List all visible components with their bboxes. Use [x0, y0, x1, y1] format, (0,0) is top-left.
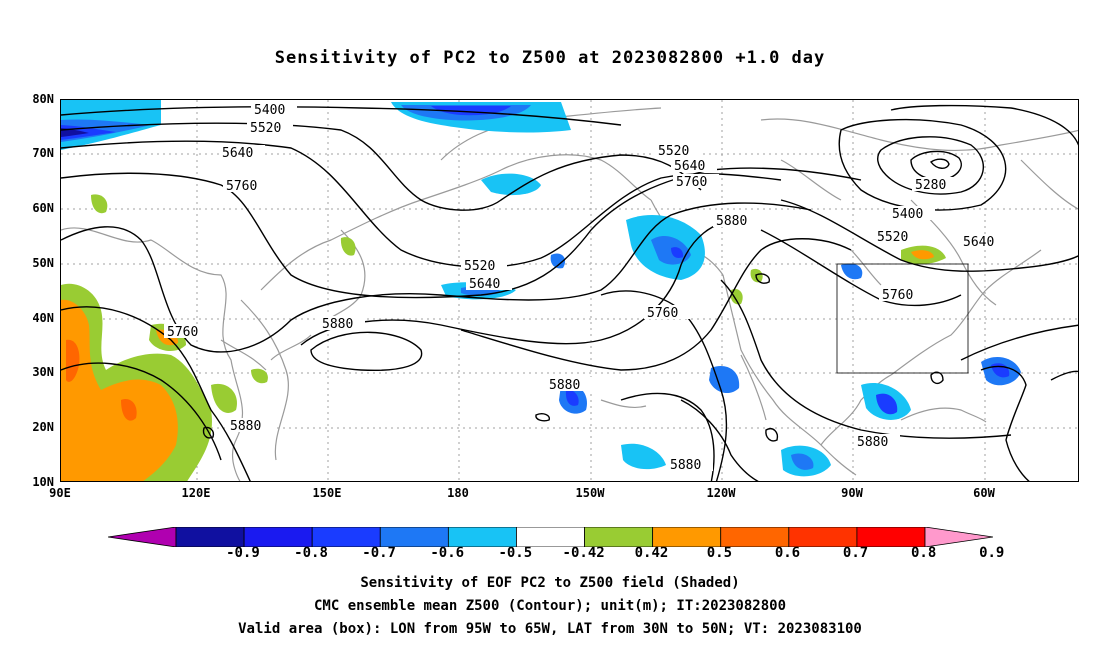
svg-text:5760: 5760: [676, 175, 707, 190]
contour-label-5520: 5520: [247, 120, 293, 136]
contour-label-5640: 5640: [466, 276, 512, 292]
colorbar-tick-label: -0.6: [430, 545, 465, 561]
colorbar-cell: [584, 527, 654, 547]
svg-text:5760: 5760: [167, 325, 198, 340]
colorbar-tick-label: 0.9: [979, 545, 1005, 561]
contour-label-5880: 5880: [319, 316, 365, 332]
colorbar-tick-label: 0.8: [911, 545, 937, 561]
svg-text:5880: 5880: [322, 317, 353, 332]
colorbar-tick-label: -0.42: [562, 545, 605, 561]
colorbar-cell: [243, 527, 313, 547]
contour-label-5640: 5640: [960, 234, 1006, 250]
svg-text:5520: 5520: [877, 230, 908, 245]
lon-label: 60W: [973, 486, 995, 500]
lat-label: 20N: [32, 420, 54, 434]
lon-label: 90E: [49, 486, 71, 500]
colorbar-cell: [379, 527, 449, 547]
valid-area-box: [836, 263, 969, 374]
lat-label: 40N: [32, 311, 54, 325]
contour-label-5880: 5880: [713, 213, 759, 229]
svg-text:5640: 5640: [674, 159, 705, 174]
contour-label-5760: 5760: [223, 178, 269, 194]
lon-label: 120W: [706, 486, 736, 500]
svg-text:5880: 5880: [230, 419, 261, 434]
colorbar-tick-label: 0.7: [842, 545, 869, 561]
colorbar: [108, 527, 993, 547]
contour-label-5640: 5640: [671, 158, 717, 174]
svg-text:5640: 5640: [222, 146, 253, 161]
colorbar-cell: [924, 527, 993, 547]
lon-label: 150E: [312, 486, 342, 500]
map-panel: 5400 5520 5640 5760 5520 5640: [60, 99, 1079, 482]
contour-label-5880: 5880: [667, 457, 713, 473]
colorbar-tick-label: -0.7: [362, 545, 396, 561]
contour-label-5640: 5640: [219, 145, 265, 161]
caption-line-3: Valid area (box): LON from 95W to 65W, L…: [238, 621, 862, 637]
colorbar-cell: [720, 527, 790, 547]
svg-text:5400: 5400: [254, 103, 285, 118]
colorbar-cell: [788, 527, 858, 547]
svg-text:5520: 5520: [250, 121, 281, 136]
colorbar-tick-label: 0.6: [774, 545, 801, 561]
lat-label: 50N: [32, 256, 54, 270]
lon-label: 90W: [841, 486, 863, 500]
caption-line-1: Sensitivity of EOF PC2 to Z500 field (Sh…: [360, 575, 740, 591]
colorbar-cell: [447, 527, 517, 547]
svg-text:5880: 5880: [670, 458, 701, 473]
contour-label-5760: 5760: [644, 305, 690, 321]
lat-label: 80N: [32, 92, 54, 106]
colorbar-tick-label: -0.9: [226, 545, 260, 561]
colorbar-cell: [311, 527, 381, 547]
lat-label: 60N: [32, 201, 54, 215]
z500-contours: [61, 104, 1078, 481]
svg-text:5640: 5640: [963, 235, 994, 250]
colorbar-tick-label: -0.8: [294, 545, 328, 561]
svg-text:5520: 5520: [658, 144, 689, 159]
contour-label-5400: 5400: [889, 206, 935, 222]
shading-positive: [61, 194, 946, 481]
contour-label-5880: 5880: [854, 434, 900, 450]
svg-text:5880: 5880: [549, 378, 580, 393]
lat-label: 30N: [32, 365, 54, 379]
svg-text:5880: 5880: [857, 435, 888, 450]
lat-label: 70N: [32, 146, 54, 160]
svg-text:5760: 5760: [882, 288, 913, 303]
svg-text:5400: 5400: [892, 207, 923, 222]
colorbar-tick-label: 0.5: [706, 545, 733, 561]
caption-line-2: CMC ensemble mean Z500 (Contour); unit(m…: [313, 598, 786, 614]
svg-text:5760: 5760: [647, 306, 678, 321]
map-svg: 5400 5520 5640 5760 5520 5640: [61, 100, 1078, 481]
svg-text:5520: 5520: [464, 259, 495, 274]
colorbar-cell: [175, 527, 245, 547]
contour-label-5400: 5400: [251, 102, 297, 118]
contour-label-5280: 5280: [912, 177, 958, 193]
svg-text:5280: 5280: [915, 178, 946, 193]
lon-label: 150W: [575, 486, 605, 500]
colorbar-cell: [856, 527, 926, 547]
svg-text:5640: 5640: [469, 277, 500, 292]
contour-label-5760: 5760: [879, 287, 925, 303]
lon-label: 180: [447, 486, 469, 500]
contour-label-5880: 5880: [546, 377, 592, 393]
lat-label: 10N: [32, 475, 54, 489]
contour-label-5880: 5880: [227, 418, 273, 434]
lon-label: 120E: [181, 486, 211, 500]
colorbar-cell: [516, 527, 585, 547]
svg-text:5880: 5880: [716, 214, 747, 229]
colorbar-cell: [108, 527, 177, 547]
colorbar-tick-label: -0.5: [498, 545, 533, 561]
chart-title: Sensitivity of PC2 to Z500 at 2023082800…: [274, 48, 826, 68]
svg-text:5760: 5760: [226, 179, 257, 194]
contour-label-5760: 5760: [164, 324, 210, 340]
colorbar-tick-label: 0.42: [634, 545, 669, 561]
contour-label-5520: 5520: [461, 258, 507, 274]
grid-lines: [61, 100, 1078, 481]
contour-label-5760: 5760: [673, 174, 719, 190]
contour-label-group: 5400 5520 5640 5760 5520 5640: [164, 102, 1006, 473]
contour-label-5520: 5520: [874, 229, 920, 245]
contour-label-5520: 5520: [655, 143, 701, 159]
colorbar-cell: [652, 527, 722, 547]
